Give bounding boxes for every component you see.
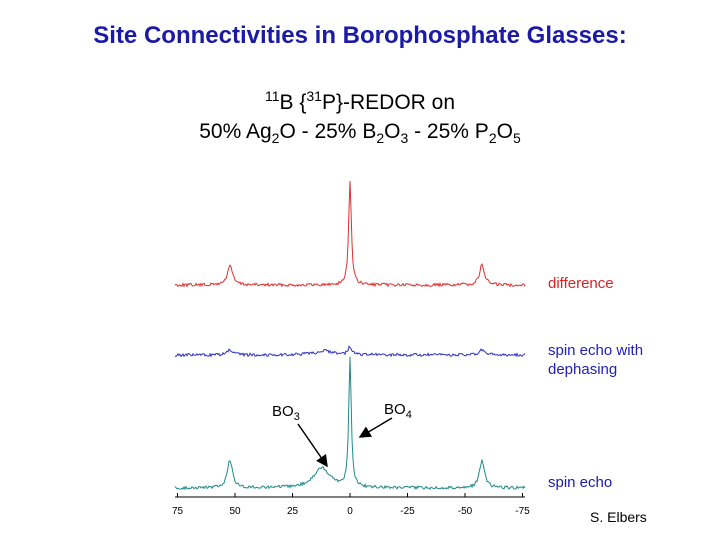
- text: - 25% P: [408, 120, 489, 143]
- spectrum: [174, 180, 526, 288]
- subscript: 2: [376, 130, 385, 147]
- text: BO: [272, 403, 294, 420]
- text: B {: [279, 91, 307, 114]
- spectrum: [174, 356, 526, 491]
- text: O - 25% B: [279, 120, 377, 143]
- trace-label: spin echo with: [548, 342, 643, 359]
- subtitle-line: 11B {31P}-REDOR on: [0, 88, 720, 115]
- tick-label: 0: [347, 506, 353, 517]
- text: O: [384, 120, 401, 143]
- annotation: BO4: [384, 401, 412, 421]
- text: 50% Ag: [199, 120, 272, 143]
- arrow: [358, 417, 393, 438]
- trace-label: dephasing: [548, 361, 617, 378]
- annotation: BO3: [272, 403, 300, 423]
- trace-label: difference: [548, 275, 614, 292]
- subscript: 5: [512, 130, 521, 147]
- spectrum: [174, 345, 526, 358]
- text: O: [496, 120, 513, 143]
- tick-label: 25: [287, 506, 299, 517]
- superscript: 31: [306, 88, 322, 104]
- subtitle-line: 50% Ag2O - 25% B2O3 - 25% P2O5: [0, 120, 720, 146]
- tick-label: -50: [458, 506, 473, 517]
- subscript: 3: [400, 130, 409, 147]
- subscript: 4: [406, 409, 412, 421]
- text: P}-REDOR on: [321, 91, 456, 114]
- subscript: 2: [488, 130, 497, 147]
- tick-label: -25: [400, 506, 415, 517]
- text: BO: [384, 401, 406, 418]
- tick-label: -75: [515, 506, 530, 517]
- slide-title: Site Connectivities in Borophosphate Gla…: [93, 22, 627, 49]
- arrow: [297, 423, 328, 468]
- author: S. Elbers: [590, 509, 647, 525]
- trace-label: spin echo: [548, 474, 612, 491]
- tick-label: 50: [229, 506, 241, 517]
- subscript: 2: [271, 130, 280, 147]
- tick-label: 75: [172, 506, 184, 517]
- subscript: 3: [294, 411, 300, 423]
- superscript: 11: [264, 88, 280, 104]
